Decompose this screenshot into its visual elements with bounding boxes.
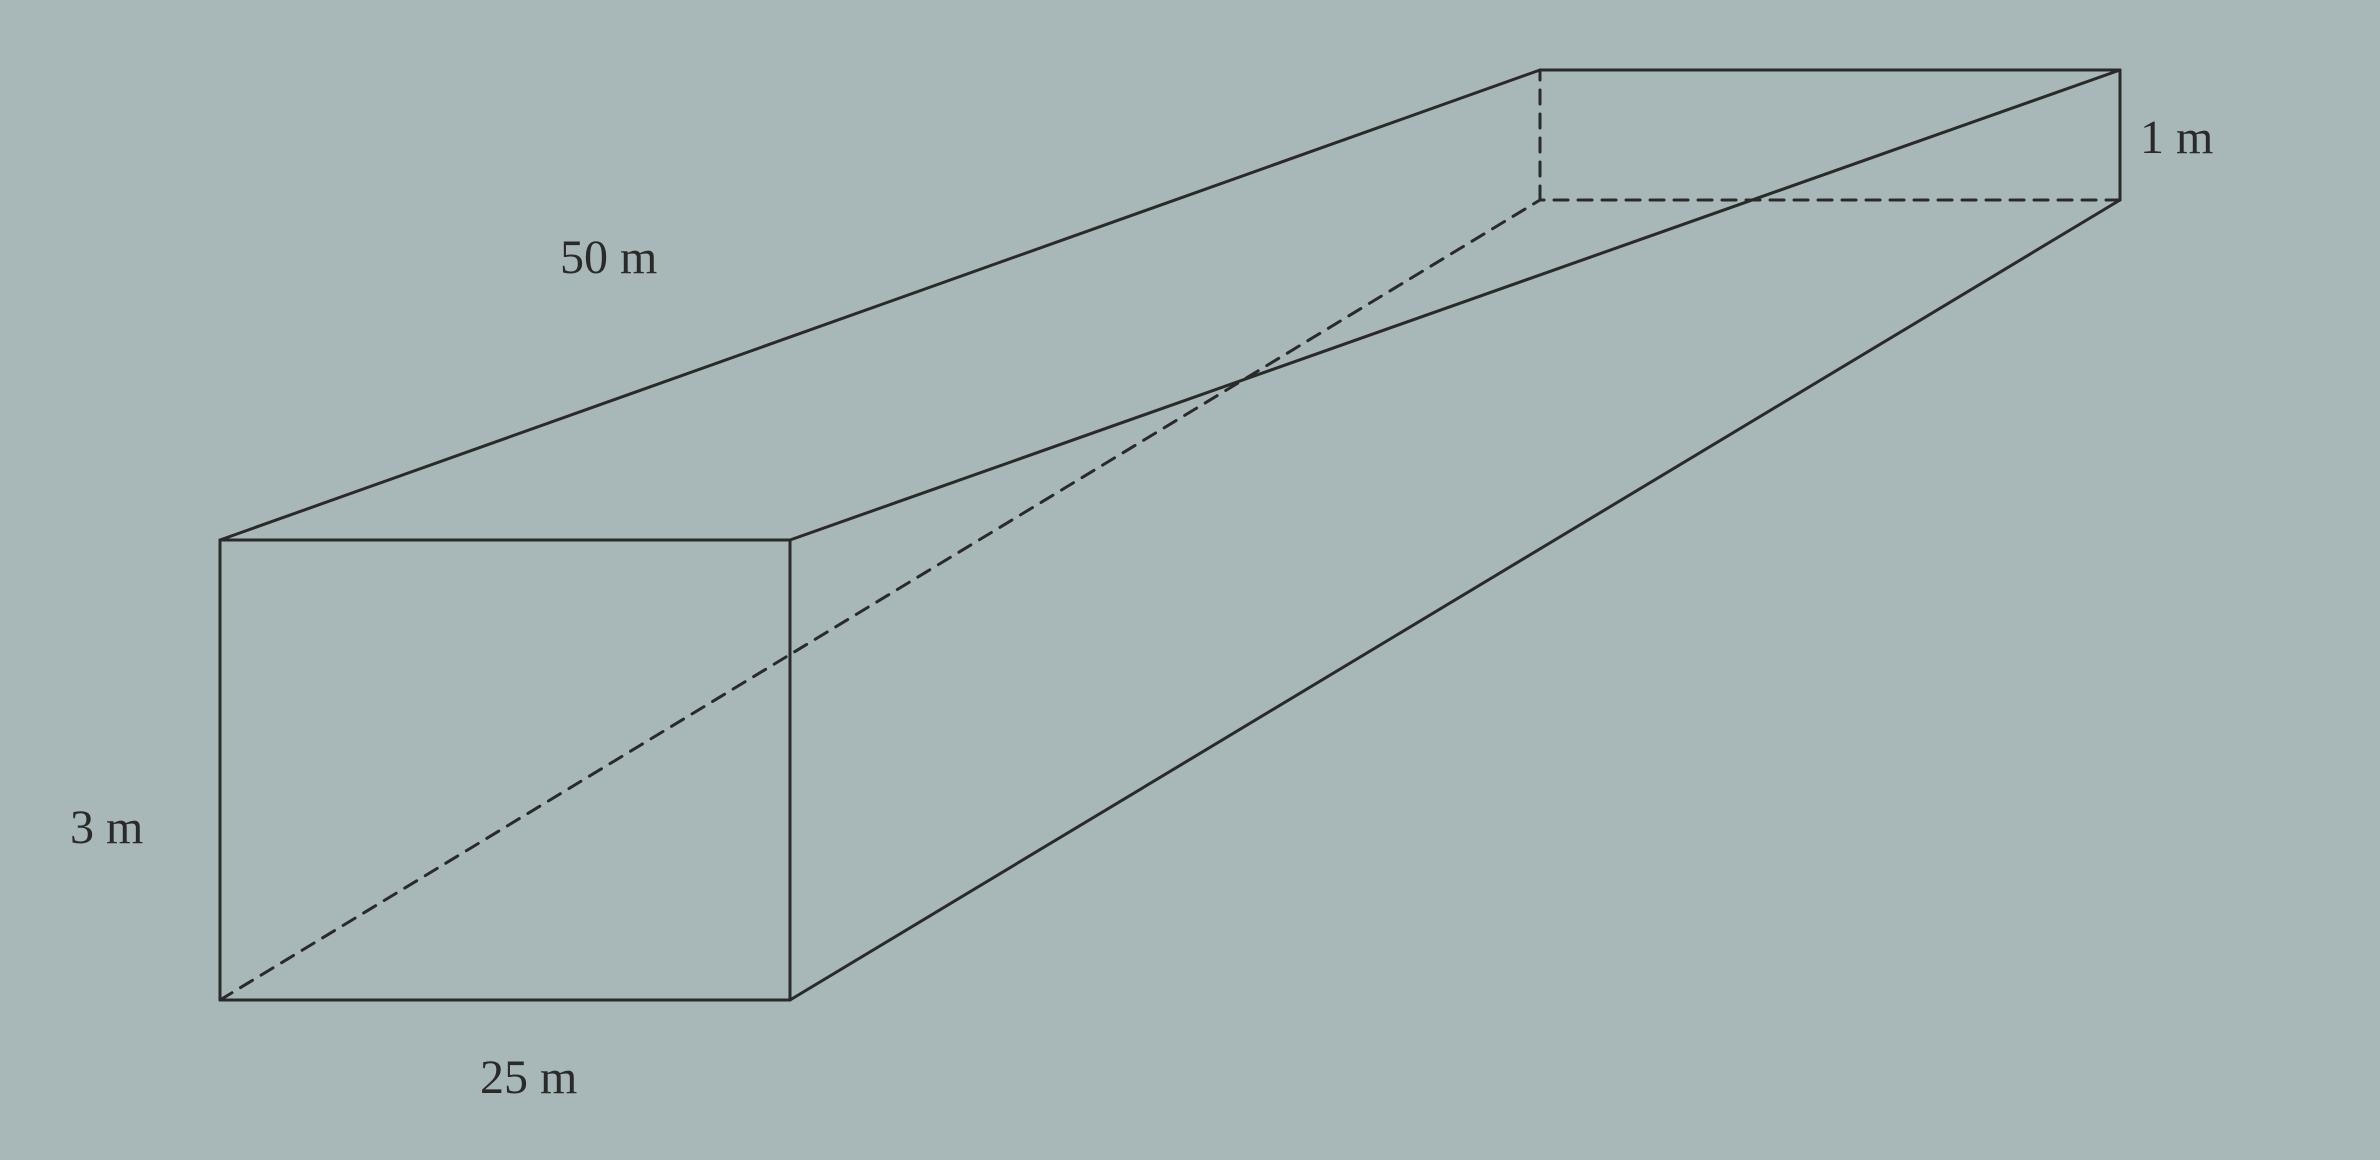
label-depth-deep: 3 m bbox=[70, 800, 143, 855]
prism-diagram: 50 m 25 m 3 m 1 m bbox=[0, 0, 2380, 1160]
label-width: 25 m bbox=[480, 1050, 577, 1105]
label-depth-shallow: 1 m bbox=[2140, 110, 2213, 165]
prism-svg bbox=[0, 0, 2380, 1160]
label-length: 50 m bbox=[560, 230, 657, 285]
